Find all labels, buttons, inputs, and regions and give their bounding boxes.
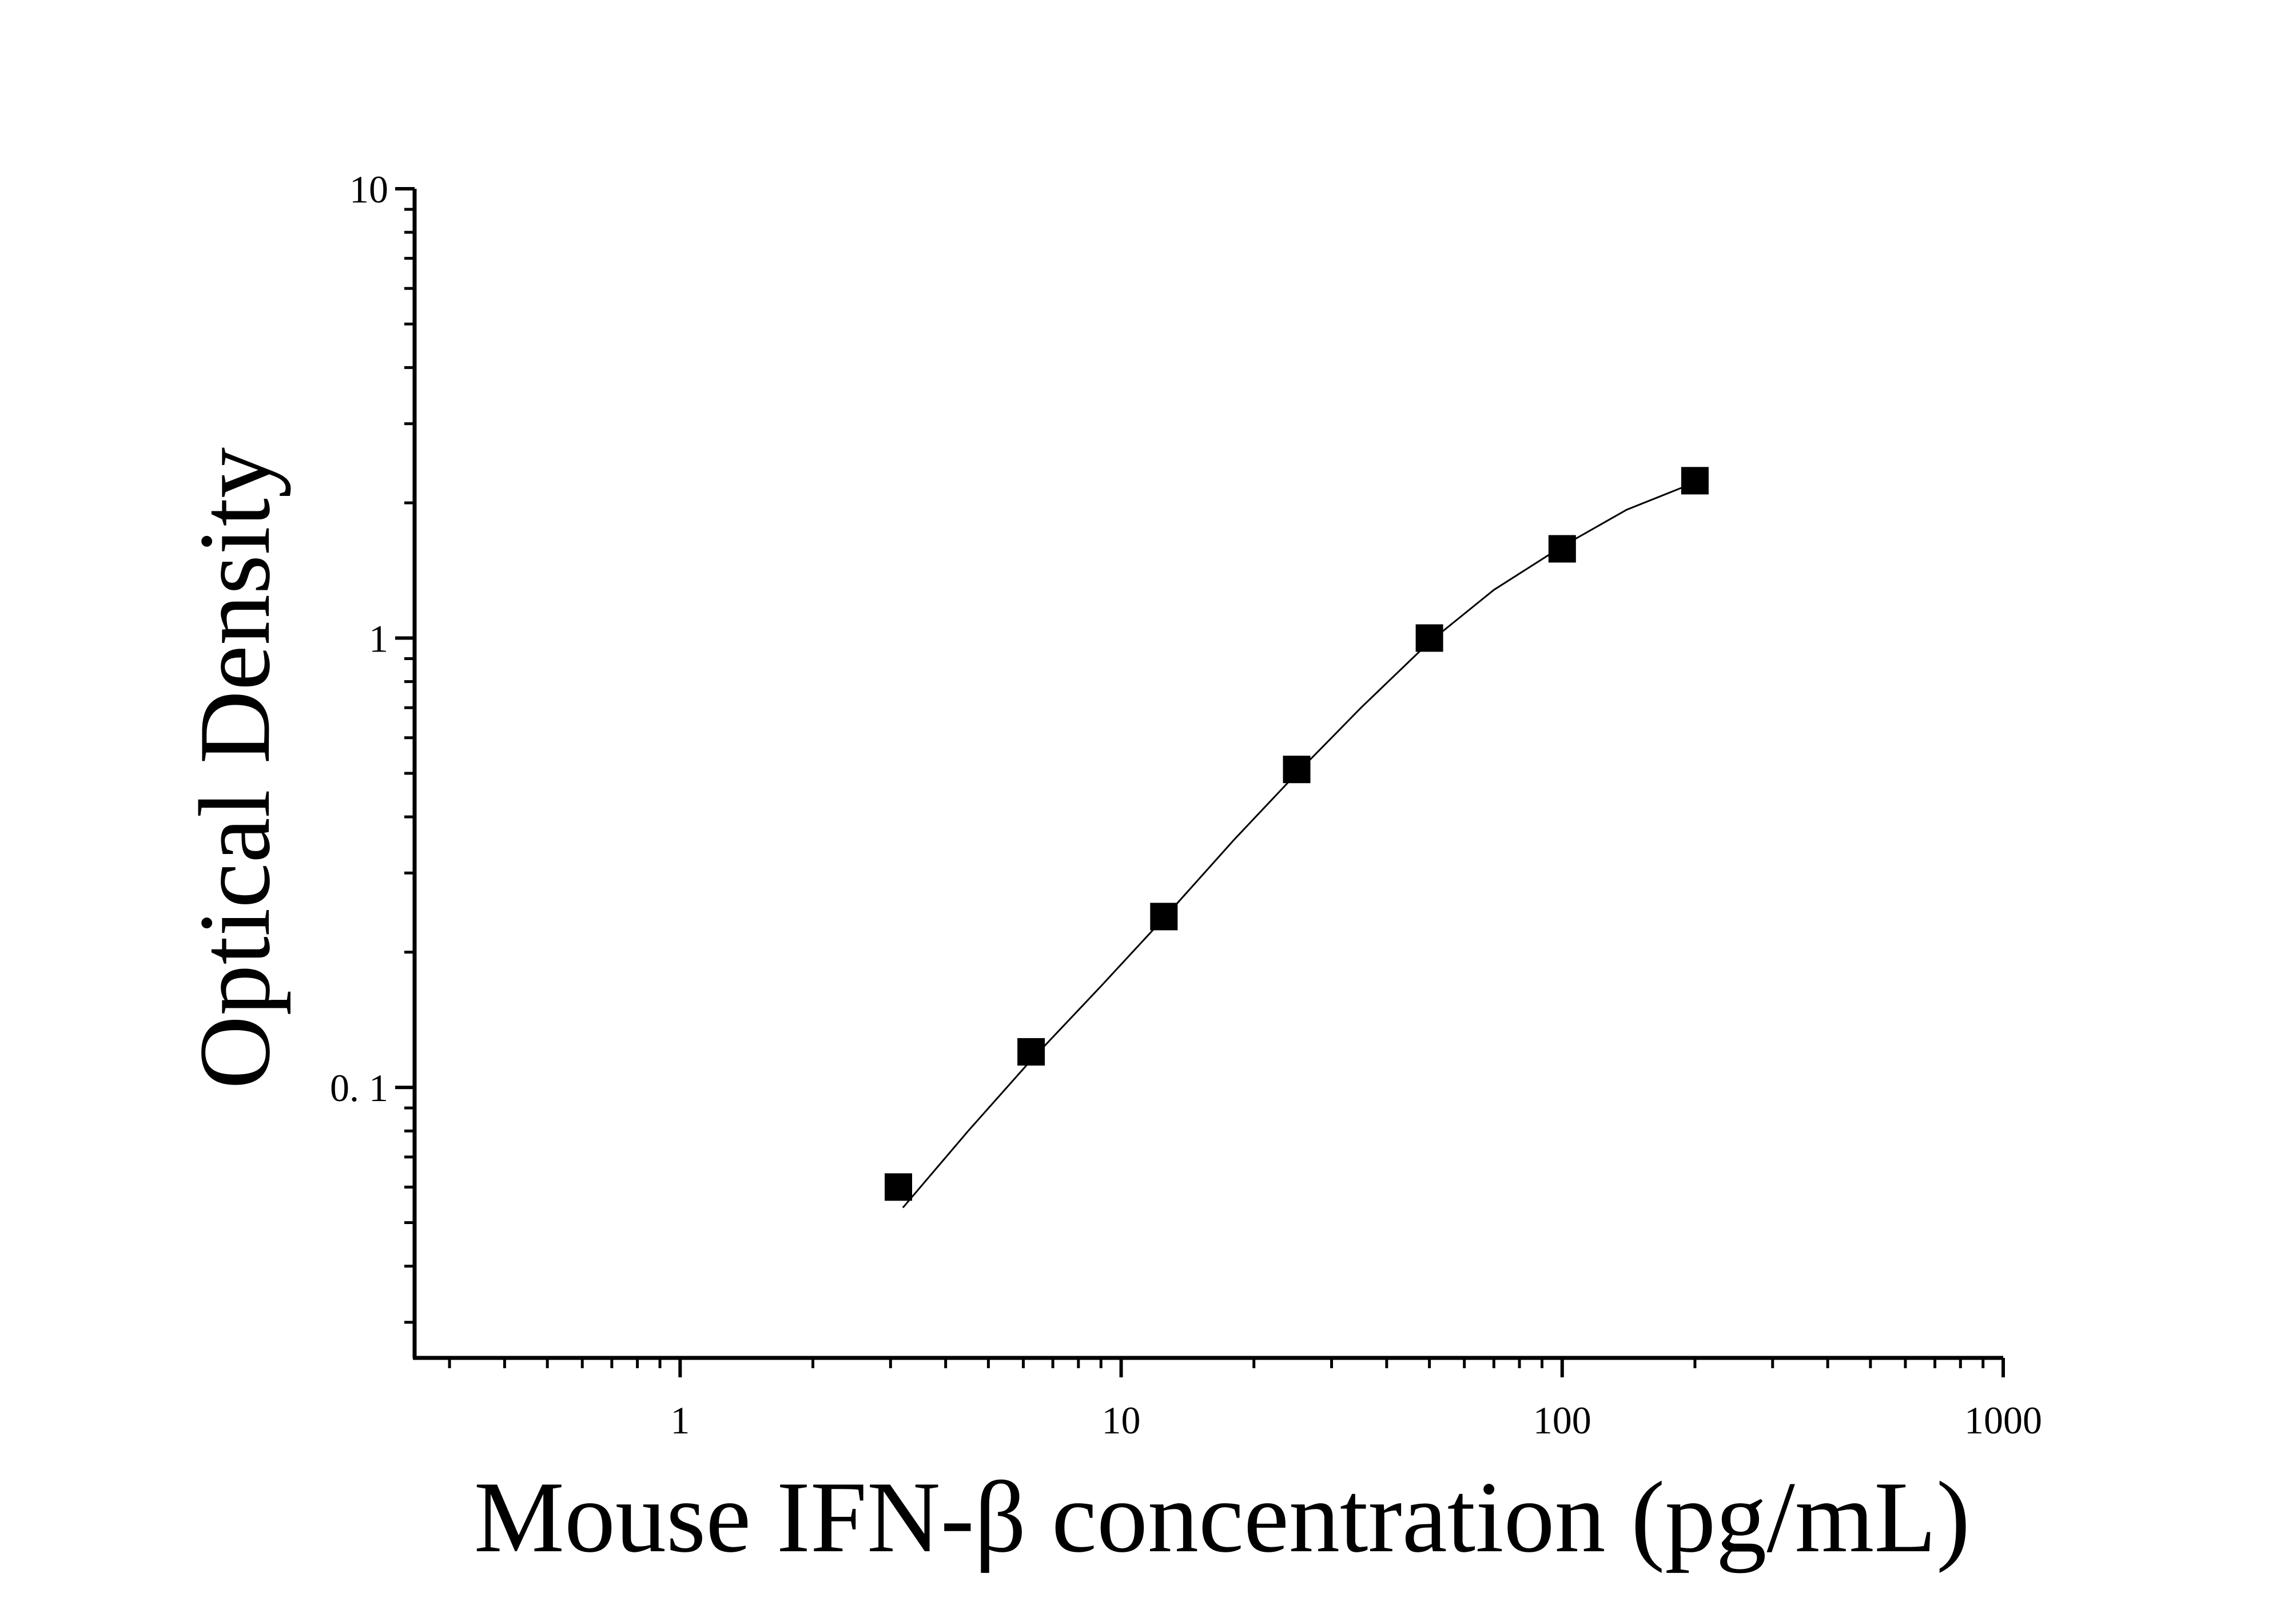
axes: 1 10 100 1000 0. 1 1 10 bbox=[330, 168, 2042, 1442]
fit-curve-group bbox=[902, 482, 1696, 1209]
x-tick-label: 1 bbox=[670, 1399, 690, 1442]
data-point bbox=[885, 1173, 912, 1201]
x-tick-label: 1000 bbox=[1964, 1399, 2042, 1442]
data-point bbox=[1415, 624, 1443, 652]
data-point bbox=[1017, 1038, 1045, 1066]
y-tick-label: 10 bbox=[349, 168, 388, 211]
y-tick-label: 1 bbox=[369, 617, 388, 661]
y-tick-label: 0. 1 bbox=[330, 1066, 388, 1110]
x-axis-title: Mouse IFN-β concentration (pg/mL) bbox=[474, 1460, 1971, 1574]
y-axis-title: Optical Density bbox=[178, 447, 291, 1089]
x-tick-label: 100 bbox=[1533, 1399, 1591, 1442]
data-point bbox=[1150, 903, 1178, 931]
data-point bbox=[1283, 756, 1311, 784]
data-point bbox=[1548, 535, 1576, 563]
fit-curve bbox=[902, 482, 1696, 1209]
data-points bbox=[885, 467, 1709, 1201]
x-tick-label: 10 bbox=[1102, 1399, 1141, 1442]
data-point bbox=[1681, 467, 1709, 495]
